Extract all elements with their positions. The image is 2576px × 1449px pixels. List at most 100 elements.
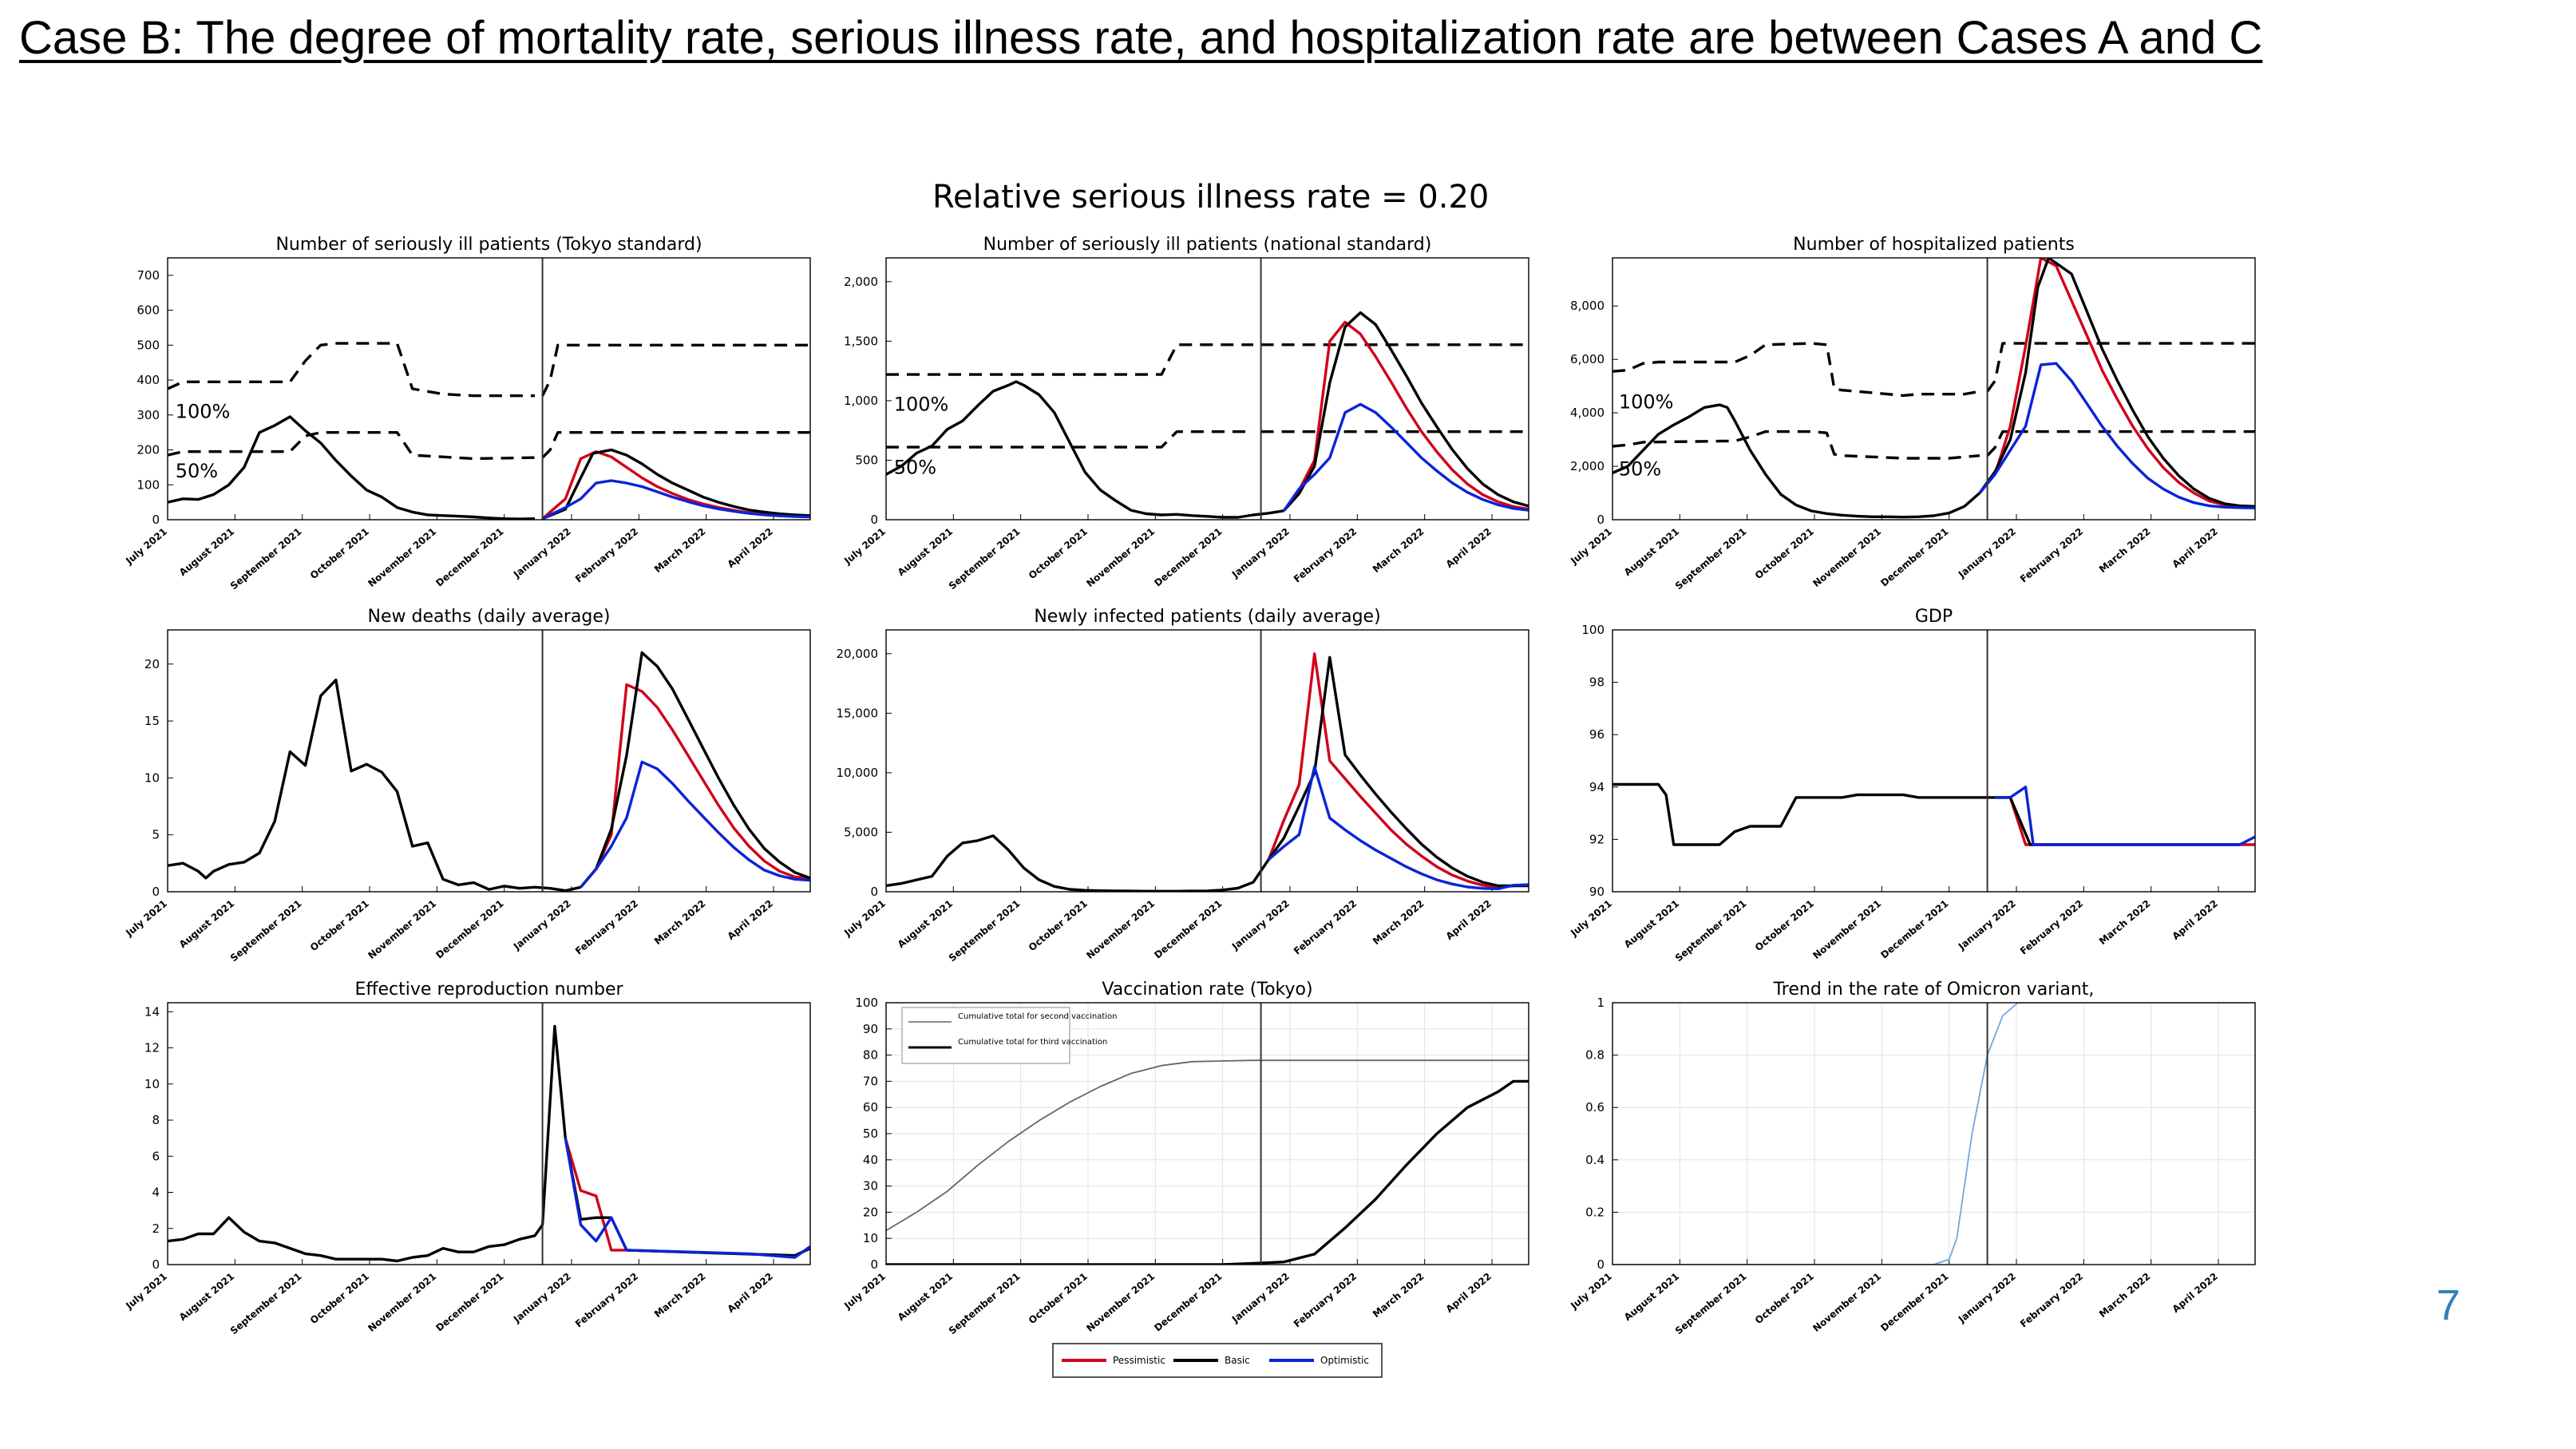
x-tick-label: March 2022 [652, 526, 708, 576]
x-tick-label: January 2022 [511, 526, 573, 581]
y-tick-label: 60 [863, 1100, 878, 1114]
x-tick-label: February 2022 [2018, 898, 2085, 957]
plot-frame [167, 629, 811, 893]
y-tick-label: 0.6 [1585, 1100, 1605, 1114]
y-tick-label: 100 [1581, 623, 1605, 637]
threshold-annotation: 50% [894, 456, 936, 478]
series-group [886, 1059, 1529, 1265]
series-line-basic [1283, 311, 1529, 512]
series-group [168, 651, 810, 892]
series-line-basic [1267, 655, 1529, 888]
x-tick-label: July 2021 [841, 898, 888, 940]
series-line-basic [886, 343, 1253, 376]
y-tick-label: 1 [1597, 996, 1605, 1010]
legend-item-optimistic: Optimistic [1269, 1344, 1369, 1376]
plot-frame [167, 257, 811, 521]
series-line-basic [541, 343, 810, 397]
x-tick-label: December 2021 [1152, 526, 1224, 589]
x-tick-label: September 2021 [228, 898, 304, 964]
y-tick-label: 15,000 [837, 706, 879, 720]
x-tick-label: February 2022 [573, 898, 640, 957]
x-tick-label: April 2022 [1444, 526, 1494, 570]
series-line-optimistic [564, 1138, 810, 1259]
threshold-annotation: 50% [1619, 457, 1661, 480]
y-tick-label: 4,000 [1570, 406, 1605, 420]
x-tick-label: February 2022 [2018, 1271, 2085, 1330]
series-line-pessimistic [1978, 258, 2255, 509]
x-tick-label: December 2021 [1878, 898, 1950, 961]
chart-reproduction-number: Effective reproduction number 0 2 4 6 8 10 12 14… [123, 980, 811, 1336]
y-tick-label: 98 [1589, 675, 1605, 690]
legend-label-basic: Basic [1225, 1355, 1250, 1366]
y-tick-label: 90 [1589, 885, 1605, 899]
x-tick-label: February 2022 [1292, 1271, 1359, 1330]
y-tick-label: 700 [137, 268, 160, 283]
series-line-basic [1612, 403, 1981, 519]
inner-legend-label: Cumulative total for second vaccination [958, 1012, 1118, 1021]
series-line-optimistic [1268, 765, 1529, 890]
y-tick-label: 20 [863, 1205, 878, 1219]
chart-title: Number of seriously ill patients (Tokyo … [275, 235, 702, 255]
y-tick-label: 0 [1597, 1257, 1605, 1272]
x-tick-label: March 2022 [2097, 898, 2153, 948]
x-tick-label: October 2021 [1753, 526, 1816, 582]
x-tick-label: January 2022 [511, 1271, 573, 1326]
series-line-basic [168, 431, 536, 461]
x-tick-label: March 2022 [2097, 1271, 2153, 1320]
y-tick-label: 8 [152, 1113, 160, 1127]
x-tick-label: January 2022 [1229, 898, 1292, 953]
series-group [1612, 1003, 2255, 1265]
y-tick-label: 0 [152, 885, 160, 899]
series-line-optimistic [1978, 362, 2255, 509]
y-tick-label: 2 [152, 1221, 160, 1236]
x-tick-label: December 2021 [433, 526, 505, 589]
series-line-basic [168, 1024, 567, 1263]
plot-frame [1612, 257, 2256, 521]
chart-title: New deaths (daily average) [368, 607, 611, 627]
series-group [1612, 258, 2255, 519]
series-line-basic [886, 1079, 1529, 1265]
threshold-annotation: 50% [176, 460, 218, 482]
y-tick-label: 15 [144, 714, 160, 728]
x-tick-label: April 2022 [1444, 1271, 1494, 1315]
legend-swatch-optimistic [1269, 1359, 1314, 1362]
y-tick-label: 20 [144, 657, 160, 671]
x-tick-label: August 2021 [896, 526, 955, 579]
x-tick-label: December 2021 [1878, 1271, 1950, 1334]
x-tick-label: February 2022 [573, 526, 640, 585]
y-tick-label: 30 [863, 1179, 878, 1194]
x-tick-label: August 2021 [177, 898, 236, 951]
x-tick-label: August 2021 [177, 526, 236, 579]
y-tick-label: 96 [1589, 727, 1605, 742]
y-tick-label: 40 [863, 1153, 878, 1167]
x-tick-label: November 2021 [1810, 1271, 1883, 1334]
x-tick-label: July 2021 [123, 898, 169, 940]
x-tick-label: November 2021 [1084, 1271, 1157, 1334]
x-tick-label: September 2021 [947, 898, 1023, 964]
y-tick-label: 70 [863, 1074, 878, 1088]
plot-frame [1612, 1002, 2256, 1265]
x-tick-label: December 2021 [433, 1271, 505, 1334]
x-tick-label: July 2021 [841, 1271, 888, 1312]
chart-title: Number of seriously ill patients (nation… [983, 235, 1432, 255]
inner-legend [901, 1007, 1070, 1064]
series-line-pessimistic [580, 683, 810, 889]
series-group [168, 1024, 810, 1263]
y-tick-label: 4 [152, 1186, 160, 1200]
y-tick-label: 10 [144, 770, 160, 785]
x-tick-label: July 2021 [1568, 526, 1614, 568]
x-tick-label: September 2021 [1673, 898, 1749, 964]
threshold-annotation: 100% [176, 400, 231, 422]
slide-title: Case B: The degree of mortality rate, se… [19, 12, 2263, 64]
x-tick-label: April 2022 [2170, 526, 2220, 570]
chart-tokyo-seriously-ill: Number of seriously ill patients (Tokyo … [123, 235, 811, 592]
x-tick-label: December 2021 [1152, 1271, 1224, 1334]
y-tick-label: 8,000 [1570, 299, 1605, 313]
x-tick-label: September 2021 [1673, 1271, 1749, 1337]
x-tick-label: February 2022 [1292, 898, 1359, 957]
threshold-annotation: 100% [894, 393, 949, 415]
legend-label-pessimistic: Pessimistic [1113, 1355, 1165, 1366]
x-tick-label: February 2022 [2018, 526, 2085, 585]
threshold-annotation: 100% [1619, 391, 1674, 414]
x-tick-label: July 2021 [1568, 898, 1614, 940]
